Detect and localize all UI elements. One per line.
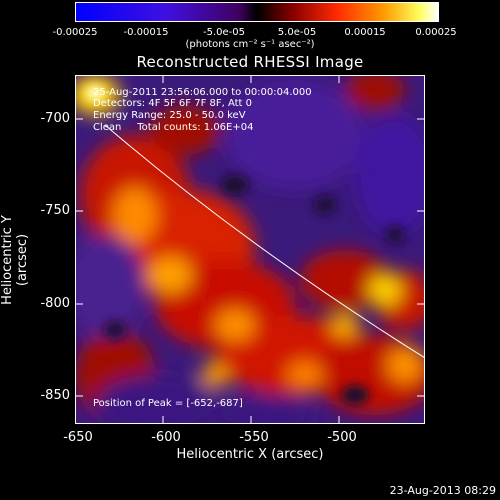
x-tick-label: -550 <box>239 430 269 445</box>
colorbar-tick: -0.00015 <box>123 27 169 38</box>
y-tick-label: -700 <box>40 111 70 126</box>
peak-position-text: Position of Peak = [-652,-687] <box>93 398 243 409</box>
x-tick-label: -600 <box>151 430 181 445</box>
y-tick-label: -800 <box>40 296 70 311</box>
energy-range-text: Energy Range: 25.0 - 50.0 keV <box>93 110 246 121</box>
colorbar-tick: -0.00025 <box>52 27 98 38</box>
y-axis-title: Heliocentric Y (arcsec) <box>0 215 30 305</box>
image-title: Reconstructed RHESSI Image <box>136 53 364 71</box>
x-axis-title: Heliocentric X (arcsec) <box>176 447 324 462</box>
y-tick-label: -750 <box>40 203 70 218</box>
time-range-text: 25-Aug-2011 23:56:06.000 to 00:00:04.000 <box>93 87 312 98</box>
detectors-text: Detectors: 4F 5F 6F 7F 8F, Att 0 <box>93 98 253 109</box>
footer-date: 23-Aug-2013 08:29 <box>389 484 496 497</box>
colorbar-tick: 5.0e-05 <box>277 27 317 38</box>
x-tick-label: -500 <box>327 430 357 445</box>
algorithm-text: Clean Total counts: 1.06E+04 <box>93 122 254 133</box>
colorbar-units: (photons cm⁻² s⁻¹ asec⁻²) <box>185 39 315 50</box>
rhessi-image <box>75 75 425 424</box>
color-bar <box>75 2 439 22</box>
x-tick-label: -650 <box>63 430 93 445</box>
colorbar-tick: -5.0e-05 <box>203 27 245 38</box>
colorbar-tick: 0.00025 <box>415 27 457 38</box>
y-tick-label: -850 <box>40 388 70 403</box>
colorbar-tick: 0.00015 <box>344 27 386 38</box>
